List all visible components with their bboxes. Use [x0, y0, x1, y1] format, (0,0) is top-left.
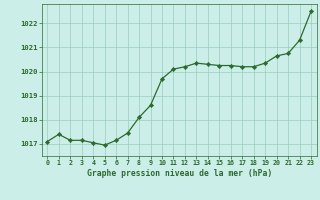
X-axis label: Graphe pression niveau de la mer (hPa): Graphe pression niveau de la mer (hPa) [87, 169, 272, 178]
